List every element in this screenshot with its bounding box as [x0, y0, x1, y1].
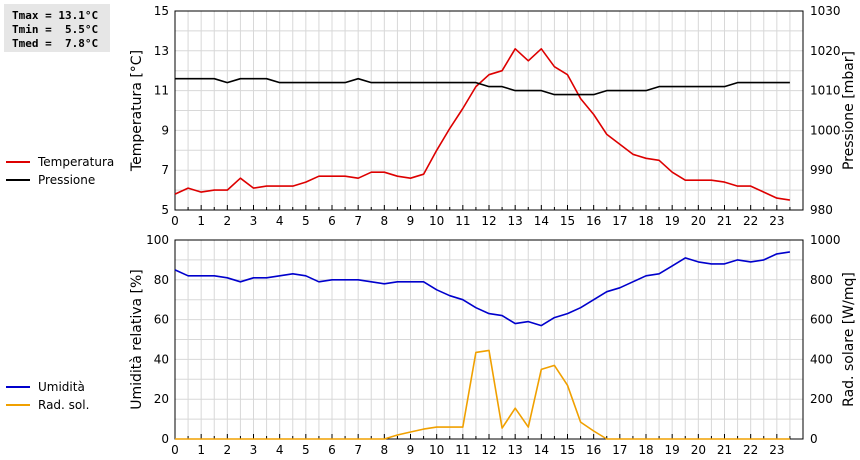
y-left-tick-label: 9: [161, 123, 169, 137]
y-right-axis-title: Pressione [mbar]: [841, 51, 857, 170]
x-tick-label: 21: [717, 443, 732, 457]
x-tick-label: 8: [381, 443, 389, 457]
y-left-tick-label: 5: [161, 203, 169, 217]
x-tick-label: 20: [691, 443, 706, 457]
x-tick-label: 18: [638, 214, 653, 228]
y-right-tick-label: 200: [810, 392, 833, 406]
x-tick-label: 11: [455, 443, 470, 457]
y-left-tick-label: 80: [154, 273, 169, 287]
x-tick-label: 22: [743, 443, 758, 457]
y-right-tick-label: 800: [810, 273, 833, 287]
x-tick-label: 21: [717, 214, 732, 228]
x-tick-label: 2: [224, 443, 232, 457]
x-tick-label: 17: [612, 214, 627, 228]
x-tick-label: 6: [328, 443, 336, 457]
series-line-2: [175, 349, 790, 440]
y-right-tick-label: 0: [810, 432, 818, 446]
y-left-tick-label: 11: [154, 84, 169, 98]
y-right-axis-title: Rad. solare [W/mq]: [841, 272, 857, 407]
x-tick-label: 17: [612, 443, 627, 457]
x-tick-label: 2: [224, 214, 232, 228]
x-tick-label: 7: [354, 214, 362, 228]
x-tick-label: 11: [455, 214, 470, 228]
y-right-tick-label: 400: [810, 352, 833, 366]
y-right-tick-label: 1030: [810, 4, 841, 18]
x-tick-label: 4: [276, 214, 284, 228]
x-tick-label: 13: [508, 214, 523, 228]
x-tick-label: 3: [250, 214, 258, 228]
series-line-1: [174, 251, 791, 327]
y-left-tick-label: 100: [146, 233, 169, 247]
x-tick-label: 1: [197, 214, 205, 228]
x-tick-label: 14: [534, 214, 549, 228]
x-tick-label: 23: [769, 214, 784, 228]
x-tick-label: 5: [302, 214, 310, 228]
x-tick-label: 0: [171, 443, 179, 457]
x-tick-label: 15: [560, 214, 575, 228]
x-tick-label: 16: [586, 214, 601, 228]
series-line-1: [174, 47, 791, 201]
x-tick-label: 10: [429, 214, 444, 228]
legend-label-1: Umidità: [38, 380, 85, 394]
x-tick-label: 5: [302, 443, 310, 457]
y-left-axis-title: Temperatura [°C]: [129, 50, 145, 172]
x-tick-label: 12: [481, 443, 496, 457]
y-left-tick-label: 15: [154, 4, 169, 18]
x-tick-label: 23: [769, 443, 784, 457]
y-right-tick-label: 600: [810, 313, 833, 327]
y-right-tick-label: 1000: [810, 123, 841, 137]
legend-label-2: Rad. sol.: [38, 398, 89, 412]
y-right-tick-label: 980: [810, 203, 833, 217]
chart-panel-2: 0 1 2 3 4 5 6 7 8 9 10 11 12 13 14 15 16 17 18 19 20 21 22 2302…: [6, 233, 857, 457]
x-tick-label: 4: [276, 443, 284, 457]
x-tick-label: 19: [665, 214, 680, 228]
y-right-tick-label: 990: [810, 163, 833, 177]
y-left-axis-title: Umidità relativa [%]: [129, 269, 145, 410]
x-tick-label: 7: [354, 443, 362, 457]
stats-box: Tmax = 13.1°C Tmin = 5.5°C Tmed = 7.8°C: [4, 4, 110, 52]
chart-panel-1: 0 1 2 3 4 5 6 7 8 9 10 11 12 13 14 15 16 17 18 19 20 21 22 2357…: [6, 4, 857, 228]
tmax-label: Tmax = 13.1°C: [12, 9, 99, 22]
y-left-tick-label: 60: [154, 313, 169, 327]
y-left-tick-label: 7: [161, 163, 169, 177]
y-left-tick-label: 20: [154, 392, 169, 406]
x-tick-label: 0: [171, 214, 179, 228]
x-tick-label: 8: [381, 214, 389, 228]
x-tick-label: 15: [560, 443, 575, 457]
x-tick-label: 10: [429, 443, 444, 457]
x-tick-label: 20: [691, 214, 706, 228]
legend-label-1: Temperatura: [37, 155, 114, 169]
y-left-tick-label: 13: [154, 44, 169, 58]
x-tick-label: 13: [508, 443, 523, 457]
x-tick-label: 18: [638, 443, 653, 457]
x-tick-label: 1: [197, 443, 205, 457]
y-left-tick-label: 0: [161, 432, 169, 446]
x-tick-label: 9: [407, 443, 415, 457]
y-left-tick-label: 40: [154, 352, 169, 366]
y-right-tick-label: 1010: [810, 84, 841, 98]
legend-label-2: Pressione: [38, 173, 95, 187]
y-right-tick-label: 1020: [810, 44, 841, 58]
x-tick-label: 14: [534, 443, 549, 457]
tmin-label: Tmin = 5.5°C: [12, 23, 99, 36]
x-tick-label: 16: [586, 443, 601, 457]
series-line-2: [175, 77, 790, 96]
x-tick-label: 3: [250, 443, 258, 457]
x-tick-label: 12: [481, 214, 496, 228]
x-tick-label: 19: [665, 443, 680, 457]
tmed-label: Tmed = 7.8°C: [12, 37, 99, 50]
x-tick-label: 22: [743, 214, 758, 228]
y-right-tick-label: 1000: [810, 233, 841, 247]
x-tick-label: 6: [328, 214, 336, 228]
x-tick-label: 9: [407, 214, 415, 228]
